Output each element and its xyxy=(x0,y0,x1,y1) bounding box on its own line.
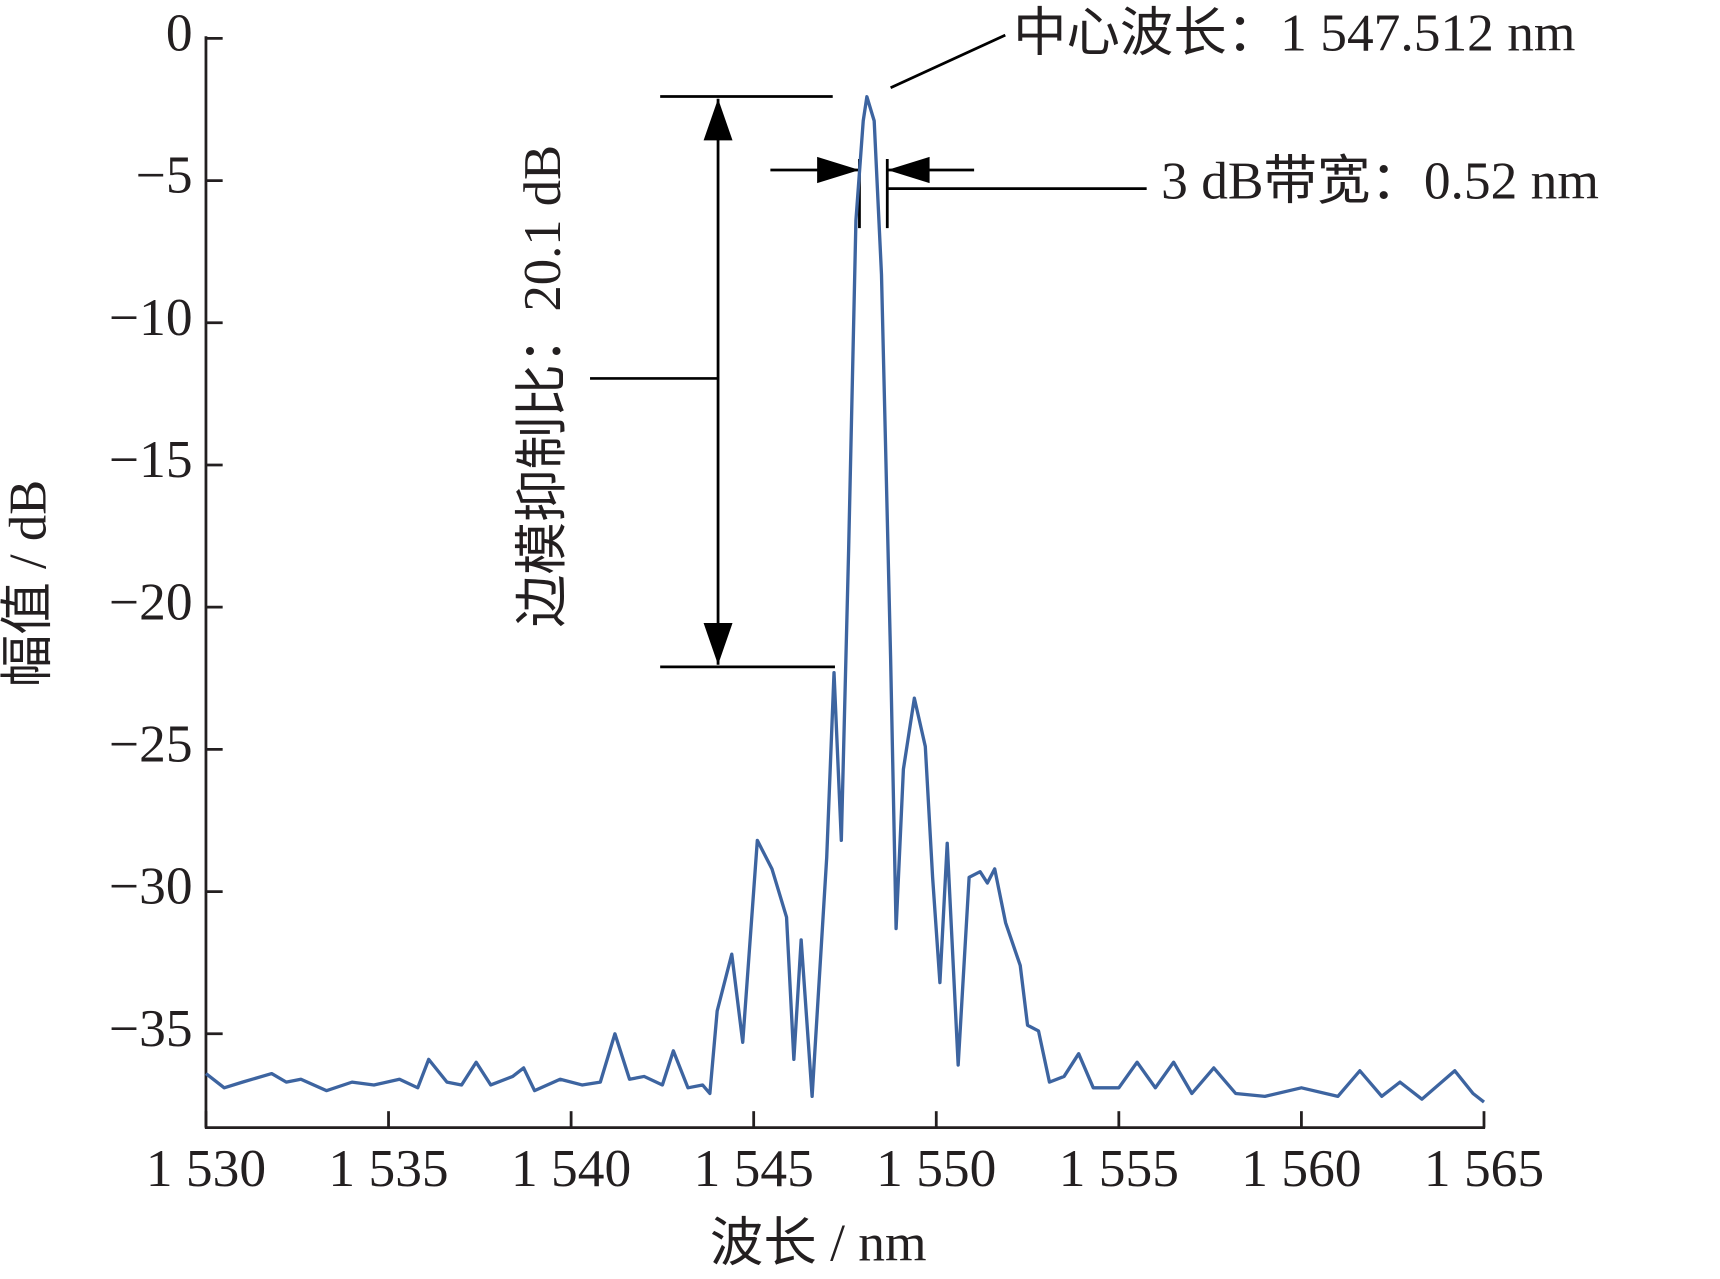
x-tick-label: 1 550 xyxy=(876,1140,996,1198)
annotation-lines xyxy=(590,33,1147,669)
center-leader xyxy=(890,33,1006,89)
y-tick-label: −10 xyxy=(109,289,193,347)
arrowhead xyxy=(703,623,733,665)
arrowhead xyxy=(703,98,733,141)
x-tick-label: 1 540 xyxy=(511,1140,631,1198)
y-tick-label: −5 xyxy=(136,147,193,205)
arrowhead xyxy=(887,156,930,184)
y-tick-label: −15 xyxy=(109,431,193,489)
x-axis-label: 波长 / nm xyxy=(710,1215,927,1273)
y-tick-label: −35 xyxy=(109,1000,193,1058)
bandwidth-annotation: 3 dB带宽：0.52 nm xyxy=(1161,153,1599,211)
x-tick-label: 1 565 xyxy=(1424,1140,1544,1198)
y-tick-label: 0 xyxy=(166,5,193,63)
x-tick-label: 1 535 xyxy=(328,1140,448,1198)
x-tick-label: 1 545 xyxy=(694,1140,814,1198)
center-annotation: 中心波长：1 547.512 nm xyxy=(1013,5,1575,63)
smsr-annotation: 边模抑制比：20.1 dB xyxy=(514,145,572,628)
x-tick-label: 1 560 xyxy=(1241,1140,1361,1198)
y-axis-label: 幅值 / dB xyxy=(0,480,58,688)
x-tick-label: 1 530 xyxy=(146,1140,266,1198)
y-tick-label: −30 xyxy=(109,858,193,916)
y-tick-label: −20 xyxy=(109,574,193,632)
arrowhead xyxy=(817,156,860,184)
y-tick-label: −25 xyxy=(109,716,193,774)
spectrum-line xyxy=(204,95,1486,1104)
x-tick-label: 1 555 xyxy=(1059,1140,1179,1198)
